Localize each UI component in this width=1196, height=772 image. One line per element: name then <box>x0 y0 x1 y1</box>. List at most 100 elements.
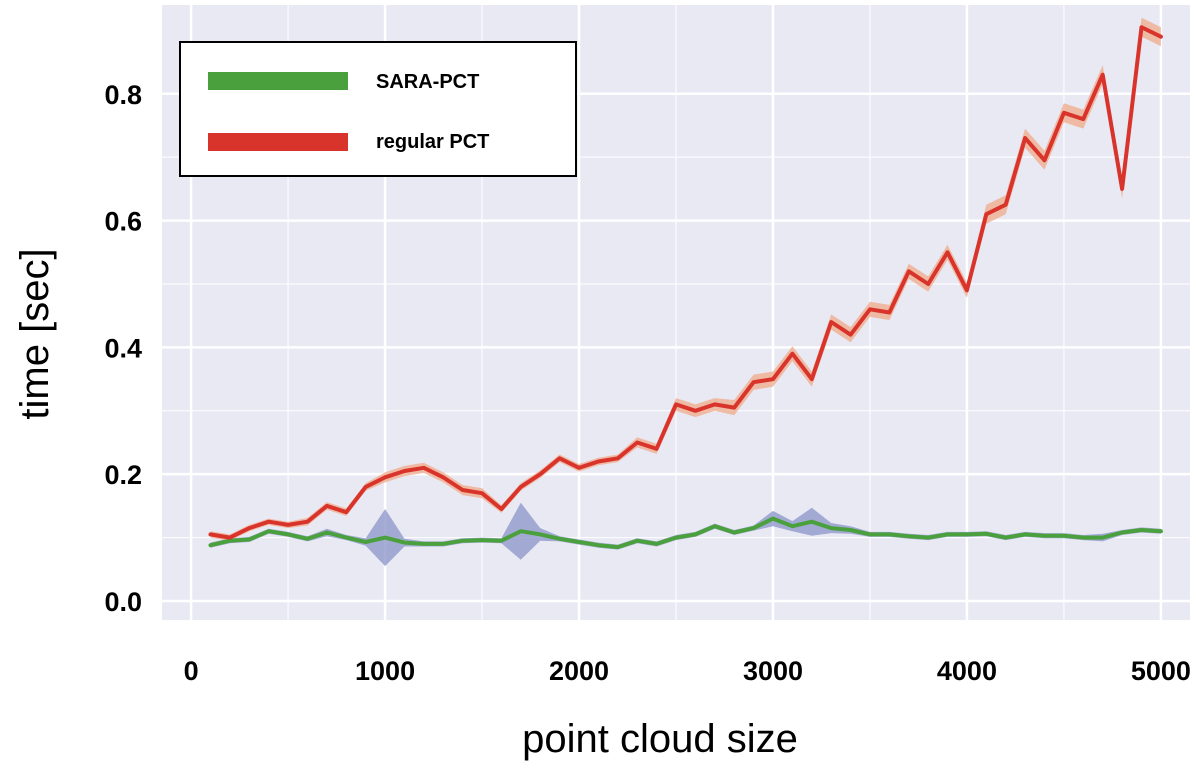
legend-box <box>179 41 577 177</box>
series-line-regular-pct <box>208 25 1163 540</box>
y-axis-ticks: 0.0 0.2 0.4 0.6 0.8 <box>104 80 142 617</box>
data-point-sara-pct <box>267 529 271 533</box>
data-point-regular-pct <box>887 311 891 314</box>
data-point-sara-pct <box>984 532 988 536</box>
data-point-regular-pct <box>849 333 853 337</box>
data-point-regular-pct <box>1120 187 1124 191</box>
legend-swatch-regular-pct <box>208 133 348 151</box>
data-point-regular-pct <box>441 475 445 479</box>
y-tick-label: 0.6 <box>104 207 142 237</box>
x-tick-label: 2000 <box>549 656 609 686</box>
y-tick-label: 0.2 <box>104 460 142 490</box>
data-point-sara-pct <box>325 531 329 534</box>
legend: SARA-PCT regular PCT <box>179 41 577 177</box>
data-point-regular-pct <box>344 510 348 514</box>
data-point-sara-pct <box>1043 534 1046 538</box>
data-point-sara-pct <box>596 543 600 547</box>
data-point-sara-pct <box>887 532 891 536</box>
data-point-regular-pct <box>499 507 503 511</box>
data-point-sara-pct <box>926 536 930 540</box>
data-point-sara-pct <box>752 526 756 530</box>
data-point-regular-pct <box>325 504 329 508</box>
data-point-sara-pct <box>306 537 309 541</box>
data-point-regular-pct <box>267 520 271 524</box>
data-point-regular-pct <box>596 460 600 463</box>
data-point-sara-pct <box>383 536 387 540</box>
data-point-regular-pct <box>752 380 756 384</box>
data-point-sara-pct <box>1120 531 1124 534</box>
data-point-regular-pct <box>1023 136 1027 140</box>
data-point-sara-pct <box>713 524 717 528</box>
data-point-regular-pct <box>247 526 251 530</box>
data-point-sara-pct <box>344 536 348 540</box>
data-point-sara-pct <box>228 539 232 543</box>
y-tick-label: 0.0 <box>104 587 142 617</box>
y-tick-label: 0.8 <box>104 80 142 110</box>
data-point-regular-pct <box>732 406 736 410</box>
data-point-regular-pct <box>810 377 814 381</box>
data-point-regular-pct <box>461 488 465 492</box>
data-point-regular-pct <box>984 212 988 216</box>
data-point-sara-pct <box>364 540 368 544</box>
data-point-regular-pct <box>558 456 562 460</box>
data-point-sara-pct <box>810 520 814 524</box>
data-point-regular-pct <box>1062 111 1066 115</box>
x-tick-label: 0 <box>184 656 199 686</box>
data-point-regular-pct <box>674 402 678 406</box>
data-point-regular-pct <box>228 536 232 540</box>
data-point-sara-pct <box>829 526 833 530</box>
data-point-sara-pct <box>461 539 465 543</box>
data-point-sara-pct <box>1159 529 1163 533</box>
y-axis-label: time [sec] <box>13 248 57 419</box>
data-point-regular-pct <box>1043 158 1046 162</box>
data-point-regular-pct <box>713 402 717 406</box>
data-point-sara-pct <box>849 528 853 532</box>
data-point-sara-pct <box>209 543 212 547</box>
data-point-sara-pct <box>965 532 969 536</box>
data-point-sara-pct <box>868 532 872 536</box>
data-point-regular-pct <box>965 288 969 292</box>
data-point-sara-pct <box>771 517 775 521</box>
data-point-sara-pct <box>519 529 523 533</box>
data-point-regular-pct <box>480 491 484 495</box>
data-point-regular-pct <box>1101 73 1105 77</box>
x-tick-label: 5000 <box>1131 656 1191 686</box>
data-point-sara-pct <box>946 532 949 536</box>
series-lines <box>208 25 1163 550</box>
data-point-regular-pct <box>538 472 542 476</box>
data-point-regular-pct <box>829 320 833 324</box>
data-point-regular-pct <box>868 307 872 311</box>
data-point-regular-pct <box>693 409 697 413</box>
data-point-sara-pct <box>558 537 562 541</box>
data-point-sara-pct <box>1101 536 1105 540</box>
data-point-regular-pct <box>635 441 639 444</box>
series-line-sara-pct <box>208 516 1163 550</box>
data-point-regular-pct <box>655 447 659 451</box>
data-point-sara-pct <box>655 542 659 546</box>
data-point-regular-pct <box>907 269 911 273</box>
x-tick-label: 1000 <box>355 656 415 686</box>
data-point-sara-pct <box>422 542 426 546</box>
data-point-regular-pct <box>1159 35 1163 39</box>
data-point-regular-pct <box>364 485 368 489</box>
data-point-regular-pct <box>286 523 290 527</box>
data-point-sara-pct <box>403 541 406 545</box>
data-point-regular-pct <box>1081 117 1085 121</box>
data-point-regular-pct <box>209 532 212 536</box>
data-point-sara-pct <box>1023 532 1027 536</box>
y-tick-label: 0.4 <box>104 333 142 363</box>
data-point-sara-pct <box>577 540 581 544</box>
data-point-sara-pct <box>674 536 678 540</box>
data-point-sara-pct <box>1004 536 1008 540</box>
data-point-sara-pct <box>1081 536 1085 540</box>
data-point-regular-pct <box>790 352 794 356</box>
data-point-sara-pct <box>441 542 445 546</box>
x-tick-label: 4000 <box>937 656 997 686</box>
data-point-regular-pct <box>946 250 949 254</box>
data-point-sara-pct <box>732 531 736 534</box>
data-point-sara-pct <box>499 539 503 543</box>
data-point-sara-pct <box>538 532 542 536</box>
data-point-regular-pct <box>616 456 620 460</box>
data-point-sara-pct <box>616 545 620 549</box>
